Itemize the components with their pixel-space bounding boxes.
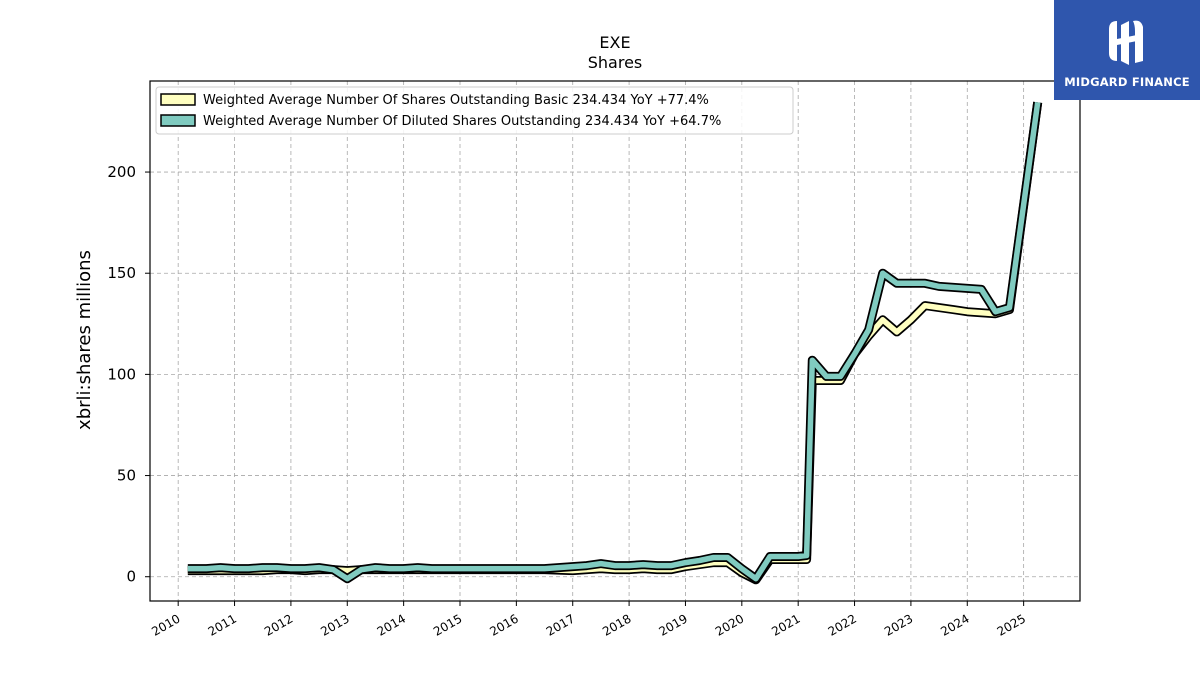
y-axis-label: xbrli:shares millions: [74, 250, 95, 430]
logo-mark-icon: [1109, 20, 1143, 65]
x-tick-label: 2011: [206, 611, 239, 638]
series-line-0: [187, 102, 1041, 583]
y-tick-label: 200: [107, 163, 136, 181]
x-tick-label: 2012: [262, 611, 295, 638]
x-tick-label: 2023: [882, 611, 915, 638]
x-tick-label: 2024: [938, 611, 971, 638]
x-tick-label: 2022: [826, 611, 859, 638]
series-outline-1: [187, 101, 1043, 584]
chart-subtitle: Shares: [588, 53, 643, 72]
logo-text: MIDGARD FINANCE: [1064, 75, 1190, 89]
x-tick-label: 2021: [769, 611, 802, 638]
x-tick-label: 2020: [713, 611, 746, 638]
legend-swatch-basic: [160, 93, 196, 106]
plot-frame: [149, 80, 1081, 602]
legend-swatch-diluted: [160, 114, 196, 127]
x-tick-label: 2025: [995, 611, 1028, 638]
x-tick-label: 2010: [149, 611, 182, 638]
x-tick-label: 2019: [657, 611, 690, 638]
legend-label-basic: Weighted Average Number Of Shares Outsta…: [203, 93, 709, 108]
x-tick-label: 2017: [544, 611, 577, 638]
chart-title: EXE: [599, 33, 630, 52]
series-line-1: [187, 102, 1041, 582]
x-tick-label: 2014: [375, 611, 408, 638]
legend-label-diluted: Weighted Average Number Of Diluted Share…: [203, 114, 721, 129]
y-tick-label: 100: [107, 365, 136, 383]
legend-box: [155, 86, 794, 135]
y-tick-label: 50: [117, 467, 136, 485]
x-tick-label: 2018: [600, 611, 633, 638]
x-tick-label: 2013: [318, 611, 351, 638]
y-tick-label: 150: [107, 264, 136, 282]
series-layer: [187, 101, 1043, 585]
x-tick-label: 2015: [431, 611, 464, 638]
x-tick-label: 2016: [487, 611, 520, 638]
y-tick-label: 0: [126, 568, 136, 586]
series-outline-0: [187, 101, 1043, 585]
grid-layer: [150, 81, 1080, 601]
legend: Weighted Average Number Of Shares Outsta…: [155, 86, 794, 135]
brand-logo: MIDGARD FINANCE: [1054, 0, 1200, 100]
